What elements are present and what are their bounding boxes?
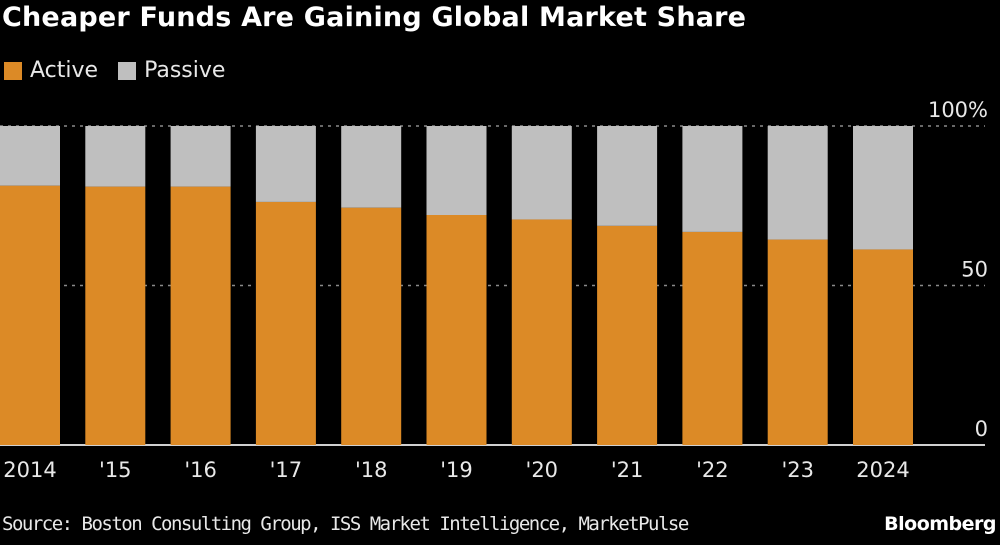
- bar-active-20: [511, 219, 572, 445]
- chart-title: Cheaper Funds Are Gaining Global Market …: [2, 2, 747, 33]
- y-tick-label: 50: [961, 258, 988, 282]
- bar-active-19: [426, 215, 487, 445]
- x-tick-label: '23: [781, 458, 814, 482]
- x-tick-label: '20: [526, 458, 559, 482]
- x-tick-label: '16: [184, 458, 217, 482]
- bars: [0, 126, 913, 446]
- x-axis-ticks: 2014 '15 '16 '17 '18 '19 '20 '21 '22 '23 2024: [3, 458, 909, 482]
- bar-active-16: [170, 186, 231, 446]
- bar-passive-2024: [853, 126, 913, 250]
- bar-passive-15: [85, 126, 146, 187]
- bar-passive-22: [682, 126, 743, 232]
- bar-passive-18: [341, 126, 402, 208]
- legend-item-active: Active: [4, 58, 98, 83]
- y-tick-label: 100%: [928, 98, 988, 122]
- x-tick-label: 2024: [856, 458, 909, 482]
- bar-active-21: [597, 225, 658, 445]
- y-axis-ticks: 0 50 100%: [928, 98, 988, 441]
- bar-passive-21: [597, 126, 658, 226]
- bar-active-2024: [853, 249, 913, 445]
- bloomberg-logo: Bloomberg: [884, 513, 996, 535]
- legend-label-active: Active: [30, 58, 99, 83]
- y-tick-label: 0: [975, 417, 988, 441]
- x-tick-label: '17: [270, 458, 303, 482]
- bar-active-18: [341, 207, 402, 445]
- bar-passive-17: [255, 126, 316, 202]
- bar-active-15: [85, 186, 146, 446]
- x-tick-label: '22: [696, 458, 729, 482]
- bar-passive-23: [767, 126, 828, 240]
- x-tick-label: '18: [355, 458, 388, 482]
- legend-swatch-active: [4, 61, 22, 80]
- legend: Active Passive: [4, 58, 245, 83]
- bar-active-22: [682, 231, 743, 445]
- source-note: Source: Boston Consulting Group, ISS Mar…: [2, 513, 689, 535]
- x-tick-label: 2014: [3, 458, 56, 482]
- bar-passive-16: [170, 126, 231, 187]
- x-tick-label: '15: [99, 458, 132, 482]
- gridlines: [0, 125, 985, 446]
- legend-swatch-passive: [118, 61, 137, 80]
- bar-active-23: [767, 239, 828, 445]
- x-tick-label: '19: [440, 458, 473, 482]
- bar-active-2014: [0, 185, 60, 445]
- legend-item-passive: Passive: [118, 58, 225, 83]
- legend-label-passive: Passive: [144, 58, 226, 83]
- bar-passive-20: [511, 126, 572, 220]
- bar-active-17: [255, 201, 316, 445]
- bar-passive-19: [426, 126, 487, 216]
- bar-passive-2014: [0, 126, 60, 186]
- x-tick-label: '21: [611, 458, 644, 482]
